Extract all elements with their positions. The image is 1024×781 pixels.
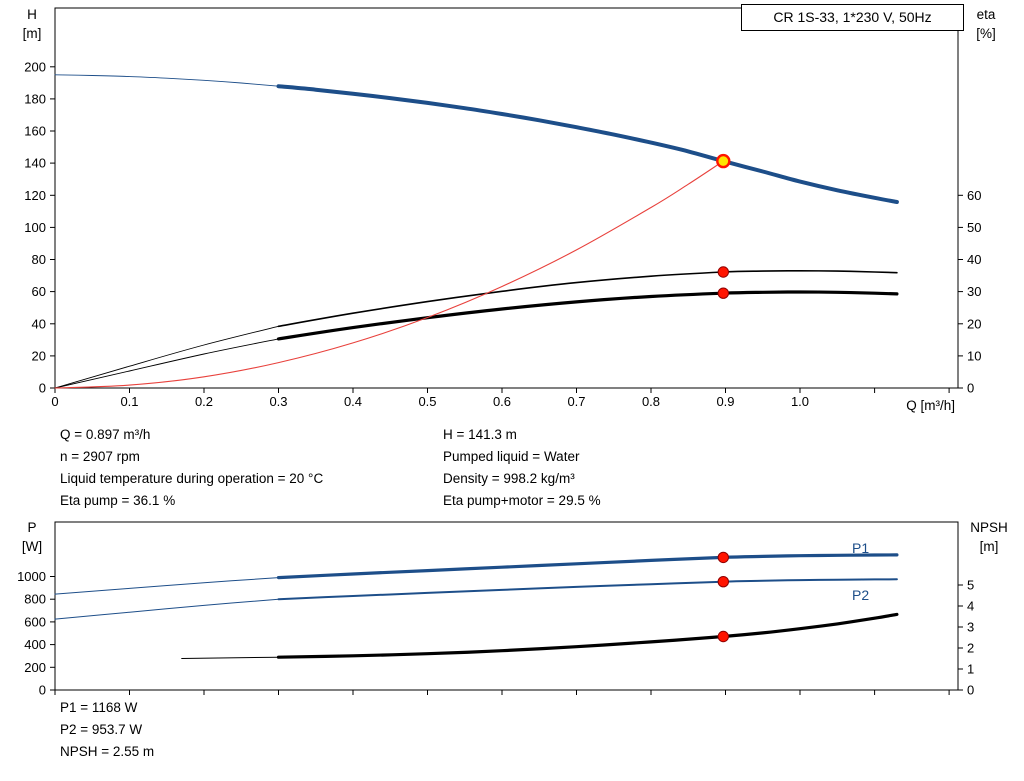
y-left-tick-label: 200	[24, 660, 46, 675]
y-left-tick-label: 600	[24, 614, 46, 629]
y-right-tick-label: 0	[967, 381, 974, 396]
pump-model-title: CR 1S-33, 1*230 V, 50Hz	[741, 4, 964, 31]
y-right-tick-label: 30	[967, 284, 981, 299]
marker-npsh-point	[717, 630, 729, 643]
x-tick-label: 0.7	[567, 394, 585, 409]
series-eta-pump-motor-curve	[276, 290, 899, 341]
y-right-tick-label: 5	[967, 578, 974, 593]
x-tick-label: 0.8	[642, 394, 660, 409]
info-liquid-temperature: Liquid temperature during operation = 20…	[60, 471, 324, 486]
y-left-tick-label: 160	[24, 124, 46, 139]
y-left-tick-label: 400	[24, 637, 46, 652]
series-h-curve	[276, 84, 899, 204]
y-right-tick-label: 20	[967, 316, 981, 331]
marker-duty-point	[716, 153, 731, 169]
q-axis-label: Q [m³/h]	[906, 398, 955, 413]
series-system-curve	[54, 160, 724, 389]
y-left-tick-label: 20	[32, 348, 46, 363]
x-tick-label: 0	[51, 394, 58, 409]
marker-p2-point	[717, 576, 729, 588]
y-right-tick-label: 2	[967, 641, 974, 656]
series-p2-lead	[54, 598, 279, 620]
series-eta-pump-lead	[54, 325, 279, 389]
series-p2-curve	[277, 578, 898, 601]
x-tick-label: 0.6	[493, 394, 511, 409]
y-left-tick-label: 0	[39, 683, 46, 698]
x-tick-label: 0.5	[418, 394, 436, 409]
y-left-tick-label: 40	[32, 316, 46, 331]
x-tick-label: 1.0	[791, 394, 809, 409]
y-left-tick-label: 180	[24, 91, 46, 106]
h-axis-unit: [m]	[22, 26, 42, 41]
info-speed: n = 2907 rpm	[60, 449, 140, 464]
y-left-tick-label: 1000	[17, 569, 46, 584]
y-left-tick-label: 60	[32, 284, 46, 299]
info-p1: P1 = 1168 W	[60, 700, 138, 715]
x-tick-label: 0.9	[716, 394, 734, 409]
series-p1-curve	[276, 553, 899, 580]
marker-p1-point	[717, 551, 729, 564]
h-axis-label: H [m]	[10, 5, 54, 43]
x-tick-label: 0.4	[344, 394, 362, 409]
y-right-tick-label: 50	[967, 220, 981, 235]
info-eta-pump: Eta pump = 36.1 %	[60, 493, 176, 508]
power-npsh-chart-frame	[54, 521, 959, 691]
y-left-tick-label: 800	[24, 592, 46, 607]
y-left-tick-label: 140	[24, 156, 46, 171]
x-tick-label: 0.1	[120, 394, 138, 409]
x-tick-label: 0.3	[269, 394, 287, 409]
y-left-tick-label: 120	[24, 188, 46, 203]
series-eta-pump-motor-lead	[54, 338, 279, 389]
power-npsh-chart: 0 200 400 600 800 1000 0 1 2 3 4 5	[17, 521, 974, 698]
power-data: P1 = 1168 W P2 = 953.7 W NPSH = 2.55 m	[60, 697, 154, 763]
operating-data-left: Q = 0.897 m³/h n = 2907 rpm Liquid tempe…	[60, 424, 323, 512]
p-axis-unit: [W]	[21, 539, 43, 554]
y-left-tick-label: 80	[32, 252, 46, 267]
eta-axis-symbol: eta	[976, 7, 996, 22]
series-npsh-curve	[276, 612, 899, 659]
npsh-axis-symbol: NPSH	[970, 520, 1008, 535]
marker-eta-pump-motor-point	[717, 287, 729, 299]
h-axis-symbol: H	[27, 7, 37, 22]
info-p2: P2 = 953.7 W	[60, 722, 143, 737]
y-left-tick-label: 0	[39, 381, 46, 396]
series-npsh-lead	[181, 656, 279, 659]
marker-eta-pump-point	[717, 266, 729, 278]
y-right-tick-label: 10	[967, 348, 981, 363]
info-density: Density = 998.2 kg/m³	[443, 471, 575, 486]
y-right-tick-label: 40	[967, 252, 981, 267]
npsh-axis-label: NPSH [m]	[960, 518, 1018, 556]
y-left-tick-label: 100	[24, 220, 46, 235]
eta-axis-label: eta [%]	[962, 5, 1010, 43]
p-axis-label: P [W]	[10, 518, 54, 556]
info-flow: Q = 0.897 m³/h	[60, 427, 151, 442]
y-right-tick-label: 3	[967, 620, 974, 635]
y-right-tick-label: 60	[967, 188, 981, 203]
operating-data-right: H = 141.3 m Pumped liquid = Water Densit…	[443, 424, 601, 512]
info-pumped-liquid: Pumped liquid = Water	[443, 449, 580, 464]
y-right-tick-label: 0	[967, 683, 974, 698]
info-head: H = 141.3 m	[443, 427, 517, 442]
info-eta-pump-motor: Eta pump+motor = 29.5 %	[443, 493, 601, 508]
series-h-lead	[54, 74, 279, 87]
series-p1-lead	[54, 577, 279, 595]
p2-curve-label: P2	[852, 587, 870, 603]
y-right-tick-label: 4	[967, 599, 974, 614]
info-npsh: NPSH = 2.55 m	[60, 744, 155, 759]
head-efficiency-chart: 0 0.1 0.2 0.3 0.4 0.5 0.6 0.7 0.8 0.9 1.0 0 20 40 60 80…	[24, 7, 981, 409]
npsh-axis-unit: [m]	[979, 539, 999, 554]
p1-curve-label: P1	[852, 540, 870, 556]
head-efficiency-chart-frame	[54, 7, 959, 389]
y-right-tick-label: 1	[967, 662, 974, 677]
p-axis-symbol: P	[27, 520, 37, 535]
y-left-tick-label: 200	[24, 59, 46, 74]
x-tick-label: 0.2	[195, 394, 213, 409]
series-eta-pump-curve	[277, 270, 898, 328]
eta-axis-unit: [%]	[976, 26, 996, 41]
